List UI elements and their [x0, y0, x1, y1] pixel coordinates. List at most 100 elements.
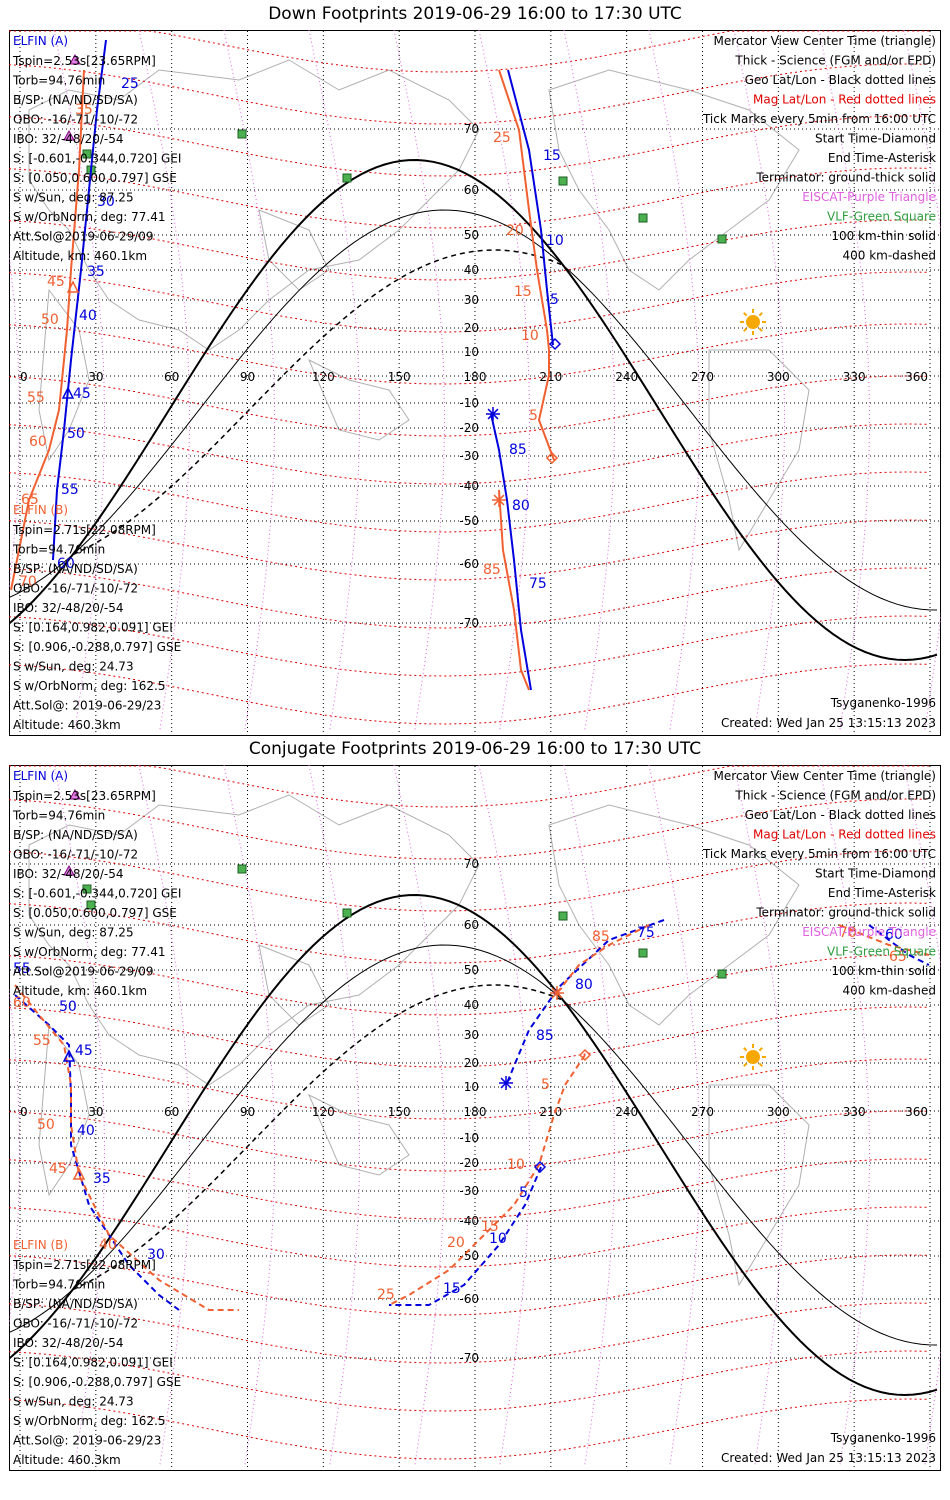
track-a-label: 50 [67, 426, 85, 442]
conjugate-panel-title: Conjugate Footprints 2019-06-29 16:00 to… [248, 739, 702, 759]
elfin-a-info-line: S w/OrbNorm, deg: 77.41 [13, 210, 165, 224]
lon-label: 90 [240, 370, 255, 384]
elfin-a-info-line: S: [0.050,0.600,0.797] GSE [13, 171, 177, 185]
elfin-b-info-line: S w/OrbNorm, deg: 162.5 [13, 679, 165, 693]
mag-lat-line [9, 219, 930, 281]
coast-shape-4 [708, 349, 810, 552]
legend-line: End Time-Asterisk [828, 886, 936, 900]
track-b-label: 5 [529, 408, 538, 424]
elfin-b-info-line: Torb=94.76min [12, 1278, 105, 1292]
elfin-b-info-line: Altitude: 460.3km [13, 1453, 121, 1467]
legend-line: VLF-Green Square [827, 210, 936, 224]
elfin-a-info-line: B/SP: (NA/ND/SD/SA) [13, 828, 138, 842]
lat-label: 50 [464, 228, 479, 242]
track-b-label: 65 [889, 949, 907, 965]
elfin-a-conj-track-ne [868, 924, 930, 966]
mag-lat-line [9, 167, 930, 229]
track-a-label: 30 [97, 194, 115, 210]
eiscat-triangle [69, 53, 81, 65]
lon-label: 330 [843, 1105, 866, 1119]
track-b-label: 65 [21, 492, 39, 508]
mag-lat-line [9, 1254, 930, 1316]
legend-line: Geo Lat/Lon - Black dotted lines [745, 73, 936, 87]
track-a-label: 60 [57, 556, 75, 572]
elfin-a-info-line: Torb=94.76min [12, 74, 105, 88]
coast-shape-3 [548, 69, 800, 291]
conjugate-footprints-map: 70 60 50 40 30 20 10 -10 -20 -30 -40 -50 -60 -70 0 30 60… [9, 765, 941, 1471]
elfin-a-info-line: IBO: 32/-48/20/-54 [13, 132, 124, 146]
track-a-label: 75 [637, 925, 655, 941]
center-triangle [72, 1167, 86, 1180]
mag-lat-line [9, 850, 930, 912]
lat-label: 30 [464, 293, 479, 307]
sun-ray [758, 1047, 763, 1052]
track-b-label: 40 [99, 1237, 117, 1253]
mag-lat-line [9, 271, 930, 333]
lon-label: 0 [20, 1105, 28, 1119]
lon-label: 150 [388, 370, 411, 384]
start-diamond [533, 1160, 547, 1174]
track-b-label: 70 [839, 925, 857, 941]
lat-label: 10 [464, 345, 479, 359]
vlf-square [237, 864, 247, 874]
elfin-a-info-line: OBO: -16/-71/-10/-72 [13, 848, 138, 862]
vlf-square [342, 173, 352, 183]
lat-label: -70 [459, 1351, 479, 1365]
track-b-label: 55 [27, 390, 45, 406]
track-b-label: 25 [377, 1287, 395, 1303]
terminator-100km [9, 209, 938, 611]
elfin-a-info-line: Att.Sol@2019-06-29/09 [13, 230, 154, 244]
lat-label: 20 [464, 321, 479, 335]
lat-label: 30 [464, 1028, 479, 1042]
elfin-a-name: ELFIN (A) [13, 34, 68, 48]
coast-shape-1 [38, 288, 90, 462]
down-panel-title: Down Footprints 2019-06-29 16:00 to 17:3… [268, 4, 682, 24]
elfin-b-info-line: OBO: -16/-71/-10/-72 [13, 1317, 138, 1331]
lat-label: -20 [459, 1156, 479, 1170]
legend-line: 400 km-dashed [842, 984, 936, 998]
lon-label: 120 [312, 1105, 335, 1119]
elfin-a-conj-track-west [14, 994, 180, 1311]
footer-model: Tsyganenko-1996 [830, 696, 936, 710]
mag-lat-line [9, 375, 930, 437]
lon-label: 180 [464, 1105, 487, 1119]
track-a-label: 40 [79, 308, 97, 324]
elfin-b-info-line: S: [0.906,-0.288,0.797] GSE [13, 1375, 181, 1389]
track-b-label: 10 [507, 1157, 525, 1173]
lon-label: 240 [615, 1105, 638, 1119]
start-diamond [578, 1048, 592, 1062]
lat-label: -20 [459, 421, 479, 435]
coast-shape-2 [308, 358, 410, 441]
coastlines [28, 59, 810, 552]
footer-created: Created: Wed Jan 25 13:15:13 2023 [721, 716, 936, 730]
legend-line: Start Time-Diamond [815, 867, 936, 881]
legend-line: Mag Lat/Lon - Red dotted lines [753, 93, 936, 107]
coastlines [28, 794, 810, 1287]
track-b-label: 20 [447, 1235, 465, 1251]
mag-lat-line [9, 1206, 930, 1268]
vlf-square [558, 911, 568, 921]
lon-label: 240 [615, 370, 638, 384]
legend-line: 400 km-dashed [842, 249, 936, 263]
sun-icon [746, 1050, 760, 1064]
elfin-a-info-line: B/SP: (NA/ND/SD/SA) [13, 93, 138, 107]
mag-lat-line [9, 954, 930, 1016]
legend-line: EISCAT-Purple Triangle [802, 190, 936, 204]
lat-label: 10 [464, 1080, 479, 1094]
lat-label: -30 [459, 449, 479, 463]
lat-label: -10 [459, 1131, 479, 1145]
elfin-a-info-line: Tspin=2.53s[23.65RPM] [12, 54, 156, 68]
elfin-b-conj-track-east [556, 924, 650, 994]
lat-label: 40 [464, 263, 479, 277]
track-b-label: 15 [514, 284, 532, 300]
start-diamond [548, 337, 562, 351]
terminator-ground [9, 159, 938, 662]
vlf-square [558, 176, 568, 186]
elfin-a-conj-track-south [389, 1166, 542, 1306]
elfin-a-track-west [52, 39, 107, 561]
footer-created: Created: Wed Jan 25 13:15:13 2023 [721, 1451, 936, 1465]
lat-label: 40 [464, 998, 479, 1012]
mag-lat-line [9, 663, 930, 725]
track-a-label: 85 [536, 1028, 554, 1044]
elfin-a-info-line: OBO: -16/-71/-10/-72 [13, 113, 138, 127]
